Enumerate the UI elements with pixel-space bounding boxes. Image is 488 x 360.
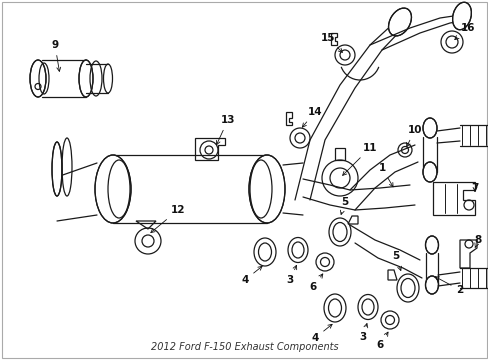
Ellipse shape xyxy=(52,142,62,196)
Ellipse shape xyxy=(425,276,438,294)
Text: 4: 4 xyxy=(311,324,331,343)
Text: 15: 15 xyxy=(320,33,342,52)
Ellipse shape xyxy=(422,118,436,138)
Text: 6: 6 xyxy=(309,274,322,292)
Text: 10: 10 xyxy=(406,125,421,147)
Ellipse shape xyxy=(248,155,285,223)
Text: 1: 1 xyxy=(378,163,392,187)
Text: 13: 13 xyxy=(216,115,235,145)
Text: 5: 5 xyxy=(391,251,401,270)
Text: 6: 6 xyxy=(376,332,387,350)
Ellipse shape xyxy=(30,60,46,97)
Text: 11: 11 xyxy=(342,143,376,175)
Text: 8: 8 xyxy=(473,235,481,248)
Ellipse shape xyxy=(425,236,438,254)
Text: 12: 12 xyxy=(150,205,185,233)
Text: 3: 3 xyxy=(359,324,367,342)
Text: 7: 7 xyxy=(470,183,478,193)
Ellipse shape xyxy=(422,162,436,182)
Text: 14: 14 xyxy=(302,107,322,127)
Ellipse shape xyxy=(79,60,93,97)
Text: 3: 3 xyxy=(286,265,296,285)
Text: 2012 Ford F-150 Exhaust Components: 2012 Ford F-150 Exhaust Components xyxy=(150,342,338,352)
Text: 5: 5 xyxy=(340,197,348,215)
Ellipse shape xyxy=(95,155,131,223)
Text: 9: 9 xyxy=(51,40,61,71)
Text: 4: 4 xyxy=(241,266,262,285)
Ellipse shape xyxy=(388,8,410,36)
Text: 2: 2 xyxy=(434,277,463,295)
Text: 16: 16 xyxy=(454,23,474,40)
Ellipse shape xyxy=(452,2,470,30)
